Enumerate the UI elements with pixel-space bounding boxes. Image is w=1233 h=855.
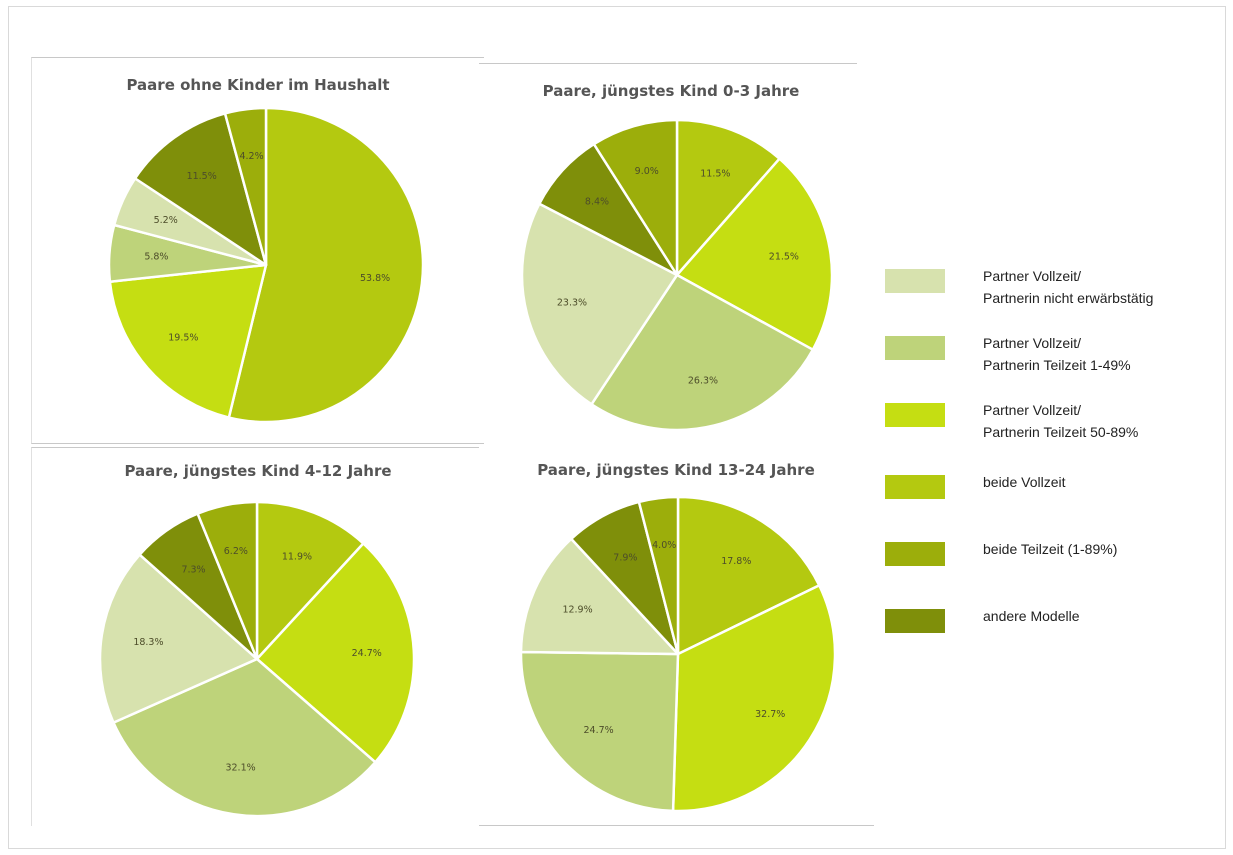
legend-swatch xyxy=(885,403,945,427)
slice-data-label: 11.9% xyxy=(282,552,312,563)
pie-slice xyxy=(133,112,268,267)
legend-swatch xyxy=(885,475,945,499)
legend-label: Partner Vollzeit/Partnerin nicht erwärbs… xyxy=(983,268,1154,306)
legend-item: beide Vollzeit xyxy=(879,471,1209,515)
pie-chart: Paare ohne Kinder im Haushalt 53.8% 19.5%… xyxy=(107,76,425,424)
pie-slice xyxy=(675,118,781,277)
legend-label: beide Vollzeit xyxy=(983,474,1066,490)
pie-panel-ohne-kinder: Paare ohne Kinder im Haushalt 53.8% 19.5%… xyxy=(31,57,484,444)
slice-data-label: 24.7% xyxy=(584,725,614,736)
legend-label: andere Modelle xyxy=(983,608,1080,624)
pie-slice xyxy=(590,273,815,432)
pie-chart: Paare, jüngstes Kind 4-12 Jahre 11.9% 24.… xyxy=(98,462,416,818)
slice-data-label: 5.2% xyxy=(154,215,178,226)
pie-panel-kind-4-12: Paare, jüngstes Kind 4-12 Jahre 11.9% 24.… xyxy=(31,447,484,826)
pie-slice xyxy=(196,500,259,661)
pie-slice xyxy=(98,553,259,724)
slice-data-label: 32.7% xyxy=(755,709,785,720)
figure-frame: Paare ohne Kinder im Haushalt 53.8% 19.5%… xyxy=(8,6,1226,849)
pie-slice xyxy=(676,495,821,656)
pie-slice xyxy=(223,106,268,267)
slice-data-label: 53.8% xyxy=(360,273,390,284)
pie-slice xyxy=(519,537,680,656)
legend-item: Partner Vollzeit/Partnerin Teilzeit 1-49… xyxy=(879,332,1209,376)
slice-data-label: 4.0% xyxy=(652,540,676,551)
pie-slice xyxy=(671,584,837,813)
slice-data-label: 24.7% xyxy=(352,648,382,659)
slice-data-label: 17.8% xyxy=(721,556,751,567)
legend-item: Partner Vollzeit/Partnerin Teilzeit 50-8… xyxy=(879,399,1209,443)
chart-title: Paare, jüngstes Kind 13-24 Jahre xyxy=(537,461,815,479)
slice-data-label: 21.5% xyxy=(769,251,799,262)
slice-data-label: 23.3% xyxy=(557,297,587,308)
pie-slice xyxy=(637,495,680,656)
legend-swatch xyxy=(885,336,945,360)
slice-data-label: 32.1% xyxy=(225,763,255,774)
pie-chart: Paare, jüngstes Kind 0-3 Jahre 11.5% 21.5… xyxy=(520,82,834,432)
pie-slice xyxy=(255,542,416,764)
chart-title: Paare, jüngstes Kind 0-3 Jahre xyxy=(543,82,800,100)
legend-swatch xyxy=(885,542,945,566)
pie-slice xyxy=(592,118,679,277)
slice-data-label: 11.5% xyxy=(700,169,730,180)
pie-panel-kind-13-24: Paare, jüngstes Kind 13-24 Jahre 17.8% 32… xyxy=(479,447,874,826)
pie-chart: Paare, jüngstes Kind 13-24 Jahre 17.8% 32… xyxy=(519,461,837,813)
slice-data-label: 19.5% xyxy=(168,332,198,343)
legend-label: beide Teilzeit (1-89%) xyxy=(983,541,1118,557)
slice-data-label: 18.3% xyxy=(133,637,163,648)
legend-item: Partner Vollzeit/Partnerin nicht erwärbs… xyxy=(879,265,1209,309)
slice-data-label: 8.4% xyxy=(585,197,609,208)
slice-data-label: 6.2% xyxy=(224,546,248,557)
legend-item: andere Modelle xyxy=(879,605,1209,649)
slice-data-label: 7.3% xyxy=(181,564,205,575)
legend-swatch xyxy=(885,609,945,633)
slice-data-label: 5.8% xyxy=(144,252,168,263)
chart-title: Paare, jüngstes Kind 4-12 Jahre xyxy=(124,462,391,480)
legend-swatch xyxy=(885,269,945,293)
slice-data-label: 26.3% xyxy=(688,375,718,386)
legend-label: Partner Vollzeit/Partnerin Teilzeit 50-8… xyxy=(983,402,1139,440)
pie-slice xyxy=(227,106,425,424)
pie-slice xyxy=(520,202,679,406)
legend-item: beide Teilzeit (1-89%) xyxy=(879,538,1209,582)
slice-data-label: 9.0% xyxy=(635,166,659,177)
pie-slice xyxy=(112,657,377,818)
slice-data-label: 7.9% xyxy=(613,553,637,564)
pie-slice xyxy=(675,157,834,351)
chart-title: Paare ohne Kinder im Haushalt xyxy=(126,76,389,94)
slice-data-label: 11.5% xyxy=(187,171,217,182)
pie-panel-kind-0-3: Paare, jüngstes Kind 0-3 Jahre 11.5% 21.5… xyxy=(479,63,857,434)
pie-slice xyxy=(519,650,680,813)
pie-slice xyxy=(108,263,268,419)
slice-data-label: 12.9% xyxy=(562,604,592,615)
slice-data-label: 4.2% xyxy=(239,151,263,162)
pie-slice xyxy=(255,500,365,661)
legend-label: Partner Vollzeit/Partnerin Teilzeit 1-49… xyxy=(983,335,1131,373)
